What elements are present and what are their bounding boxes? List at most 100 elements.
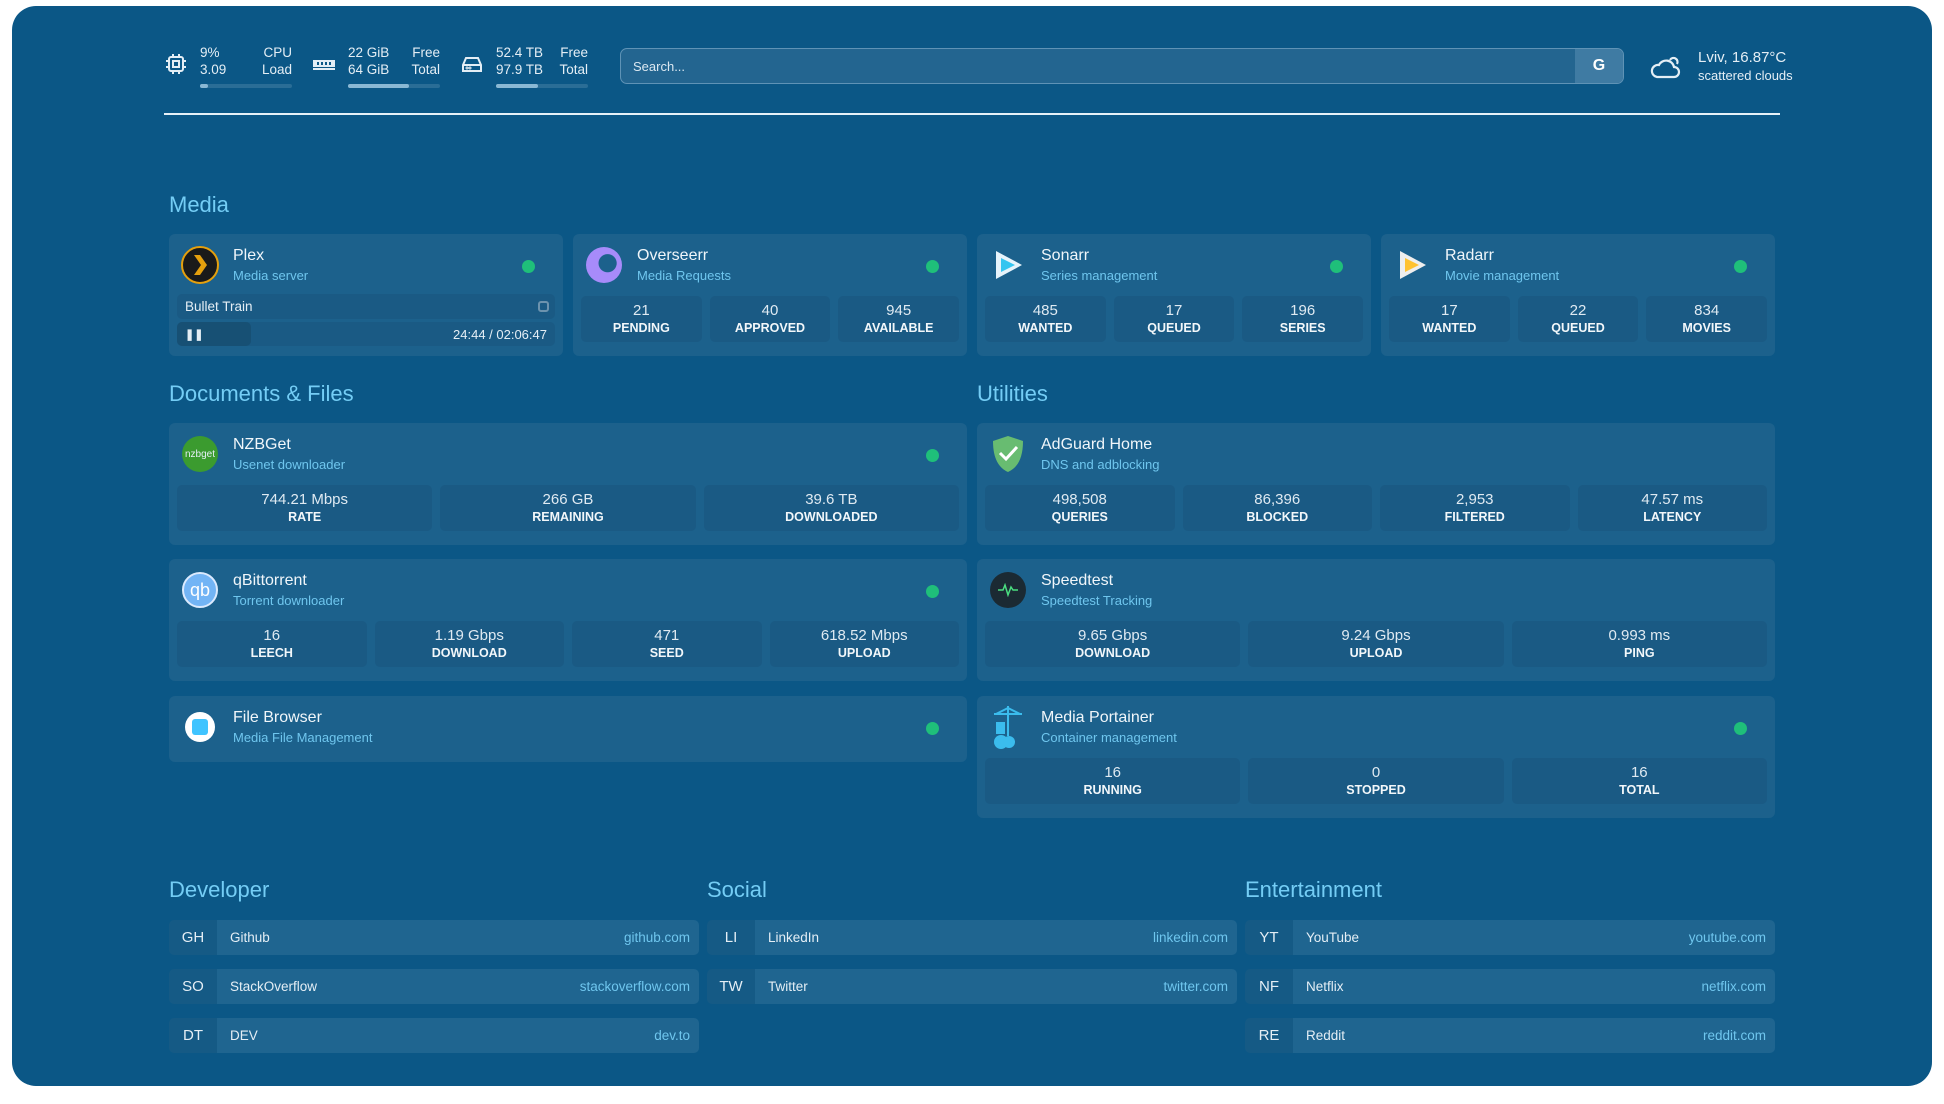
playback-progress — [177, 322, 252, 346]
stat-label: QUEUED — [1551, 321, 1605, 335]
stat-value: 16 — [263, 627, 281, 644]
service-card-file-browser[interactable]: File Browser Media File Management — [169, 696, 967, 762]
bookmark-group: LI LinkedIn linkedin.com TW Twitter twitter.c… — [707, 920, 1237, 1018]
radarr-icon — [1393, 246, 1431, 284]
bookmark-twitter[interactable]: TW Twitter twitter.com — [707, 969, 1237, 1004]
status-dot — [1330, 260, 1343, 273]
service-card-speedtest[interactable]: Speedtest Speedtest Tracking 9.65 Gbps DOW… — [977, 559, 1775, 681]
google-search-button[interactable]: G — [1575, 49, 1623, 83]
bookmark-name: StackOverflow — [230, 979, 318, 994]
weather-condition: scattered clouds — [1698, 68, 1793, 83]
service-stats: 9.65 Gbps DOWNLOAD 9.24 Gbps UPLOAD 0.993 ms… — [985, 621, 1767, 667]
file-browser-icon — [181, 708, 219, 746]
stat-approved: 40 APPROVED — [709, 296, 831, 342]
service-card-adguard-home[interactable]: AdGuard Home DNS and adblocking 498,508 QU… — [977, 423, 1775, 545]
service-card-media-portainer[interactable]: Media Portainer Container management 16 RU… — [977, 696, 1775, 818]
stat-seed: 471 SEED — [572, 621, 762, 667]
stat-value: 485 — [1032, 302, 1058, 319]
stat-total: 16 TOTAL — [1511, 758, 1767, 804]
status-dot — [926, 722, 939, 735]
playback-time: 24:44 / 02:06:47 — [453, 326, 547, 342]
stat-label: PING — [1624, 646, 1655, 660]
service-name: File Browser — [233, 709, 322, 726]
service-stats: 16 LEECH 1.19 Gbps DOWNLOAD 471 SEED 618.52 Mb… — [177, 621, 959, 667]
service-card-sonarr[interactable]: Sonarr Series management 485 WANTED 17 QUEUE… — [977, 234, 1371, 356]
nzbget-icon: nzbget — [181, 435, 219, 473]
bookmark-stackoverflow[interactable]: SO StackOverflow stackoverflow.com — [169, 969, 699, 1004]
service-description: Container management — [1041, 730, 1177, 745]
cloud-icon — [1650, 56, 1681, 79]
service-card-nzbget[interactable]: nzbget NZBGet Usenet downloader 744.21 Mb… — [169, 423, 967, 545]
bookmark-dev[interactable]: DT DEV dev.to — [169, 1018, 699, 1053]
bookmark-name: YouTube — [1306, 930, 1360, 945]
bookmark-abbr: LI — [707, 920, 755, 955]
service-card-radarr[interactable]: Radarr Movie management 17 WANTED 22 QUEUED 8… — [1381, 234, 1775, 356]
stat-label: BLOCKED — [1246, 510, 1309, 524]
service-card-plex[interactable]: Plex Media server Bullet Train ❚❚ 24:44 /… — [169, 234, 563, 356]
bookmark-group-title: Entertainment — [1245, 877, 1382, 902]
stat-queued: 17 QUEUED — [1113, 296, 1235, 342]
cpu-widget: 9% 3.09 CPU Load — [164, 44, 292, 88]
stat-label: RATE — [288, 510, 322, 524]
stat-value: 47.57 ms — [1641, 491, 1704, 508]
divider — [164, 113, 1780, 115]
stat-label: PENDING — [612, 321, 670, 335]
dashboard: 9% 3.09 CPU Load 22 GiB 64 GiB Free Total 52… — [12, 6, 1932, 1086]
service-stats: 498,508 QUERIES 86,396 BLOCKED 2,953 FILTERED… — [985, 485, 1767, 531]
search-box: G — [620, 48, 1624, 84]
bookmark-url: dev.to — [654, 1028, 690, 1043]
bookmark-reddit[interactable]: RE Reddit reddit.com — [1245, 1018, 1775, 1053]
stat-download: 1.19 Gbps DOWNLOAD — [374, 621, 564, 667]
cpu-usage-bar — [200, 84, 292, 88]
stat-value: 834 — [1694, 302, 1720, 319]
stat-value: 471 — [654, 627, 680, 644]
service-card-qbittorrent[interactable]: qb qBittorrent Torrent downloader 16 LEECH… — [169, 559, 967, 681]
service-stats: 17 WANTED 22 QUEUED 834 MOVIES — [1389, 296, 1768, 342]
speedtest-icon — [989, 571, 1027, 609]
stat-value: 618.52 Mbps — [820, 627, 908, 644]
stat-label: RUNNING — [1083, 783, 1142, 797]
stat-value: 498,508 — [1052, 491, 1107, 508]
stat-wanted: 485 WANTED — [985, 296, 1106, 342]
bookmark-name: Twitter — [768, 979, 808, 994]
free-label: Free — [560, 45, 588, 60]
cpu-label: CPU — [263, 45, 292, 60]
stat-stopped: 0 STOPPED — [1248, 758, 1504, 804]
stat-label: AVAILABLE — [863, 321, 934, 335]
stat-remaining: 266 GB REMAINING — [440, 485, 696, 531]
bookmark-netflix[interactable]: NF Netflix netflix.com — [1245, 969, 1775, 1004]
stat-queued: 22 QUEUED — [1517, 296, 1639, 342]
service-stats: 21 PENDING 40 APPROVED 945 AVAILABLE — [581, 296, 960, 342]
bookmark-github[interactable]: GH Github github.com — [169, 920, 699, 955]
stat-value: 196 — [1290, 302, 1316, 319]
playback-bar[interactable]: ❚❚ 24:44 / 02:06:47 — [177, 322, 555, 346]
stat-label: SERIES — [1279, 321, 1326, 335]
stat-upload: 9.24 Gbps UPLOAD — [1248, 621, 1504, 667]
bookmark-linkedin[interactable]: LI LinkedIn linkedin.com — [707, 920, 1237, 955]
pause-icon[interactable]: ❚❚ — [185, 328, 204, 341]
section-title-documents: Documents & Files — [169, 381, 354, 406]
qbittorrent-icon: qb — [181, 571, 219, 609]
stat-label: STOPPED — [1346, 783, 1406, 797]
stat-value: 86,396 — [1254, 491, 1301, 508]
stat-label: APPROVED — [734, 321, 806, 335]
bookmark-youtube[interactable]: YT YouTube youtube.com — [1245, 920, 1775, 955]
service-stats: 16 RUNNING 0 STOPPED 16 TOTAL — [985, 758, 1767, 804]
search-input[interactable] — [621, 49, 1575, 83]
service-card-overseerr[interactable]: Overseerr Media Requests 21 PENDING 40 APPRO… — [573, 234, 967, 356]
service-name: AdGuard Home — [1041, 436, 1153, 453]
now-playing: Bullet Train — [177, 294, 555, 319]
load-label: Load — [261, 62, 292, 77]
status-dot — [1734, 260, 1747, 273]
memory-widget: 22 GiB 64 GiB Free Total — [312, 44, 440, 88]
disk-icon — [462, 57, 482, 72]
stat-label: DOWNLOADED — [785, 510, 878, 524]
stat-label: UPLOAD — [837, 646, 891, 660]
stat-label: SEED — [649, 646, 684, 660]
stat-value: 0 — [1371, 764, 1381, 781]
stat-label: DOWNLOAD — [1075, 646, 1151, 660]
stat-value: 1.19 Gbps — [434, 627, 504, 644]
stat-series: 196 SERIES — [1242, 296, 1364, 342]
settings-icon[interactable] — [538, 301, 549, 312]
bookmark-abbr: RE — [1245, 1018, 1293, 1053]
